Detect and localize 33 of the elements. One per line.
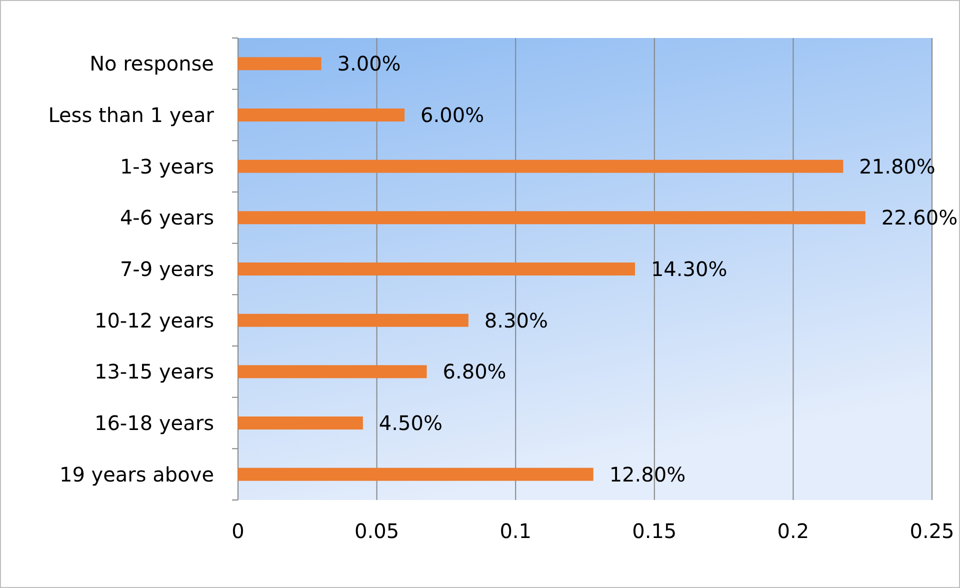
y-tick-label: 16-18 years bbox=[94, 411, 214, 435]
x-tick-label: 0.1 bbox=[500, 519, 532, 543]
x-tick-label: 0.25 bbox=[910, 519, 954, 543]
data-label: 6.80% bbox=[442, 360, 506, 384]
data-label: 14.30% bbox=[650, 257, 728, 281]
bar bbox=[238, 108, 405, 122]
y-tick-label: 7-9 years bbox=[120, 257, 214, 281]
bar bbox=[238, 57, 322, 70]
y-tick-label: 10-12 years bbox=[94, 308, 214, 332]
data-label: 4.50% bbox=[378, 411, 442, 435]
y-tick-label: 13-15 years bbox=[94, 360, 214, 384]
x-tick-label: 0.2 bbox=[777, 519, 810, 543]
bar bbox=[238, 468, 594, 481]
data-label: 3.00% bbox=[337, 52, 401, 76]
y-tick-label: 4-6 years bbox=[120, 206, 214, 230]
bar bbox=[238, 262, 635, 276]
x-tick-label: 0.15 bbox=[632, 519, 677, 543]
x-tick-label: 0 bbox=[232, 519, 244, 543]
data-label: 21.80% bbox=[859, 154, 936, 178]
y-tick-label: 1-3 years bbox=[120, 154, 214, 178]
bar bbox=[238, 416, 363, 430]
data-label: 12.80% bbox=[609, 462, 686, 486]
bar bbox=[238, 160, 844, 173]
data-label: 8.30% bbox=[484, 308, 548, 332]
data-label: 22.60% bbox=[881, 206, 958, 230]
y-tick-label: No response bbox=[90, 52, 214, 76]
data-label: 6.00% bbox=[420, 103, 484, 127]
x-tick-label: 0.05 bbox=[354, 519, 400, 543]
y-tick-label: 19 years above bbox=[59, 462, 214, 486]
bar bbox=[238, 211, 866, 224]
bar bbox=[238, 314, 468, 327]
bar bbox=[238, 365, 427, 378]
y-tick-label: Less than 1 year bbox=[48, 103, 215, 127]
